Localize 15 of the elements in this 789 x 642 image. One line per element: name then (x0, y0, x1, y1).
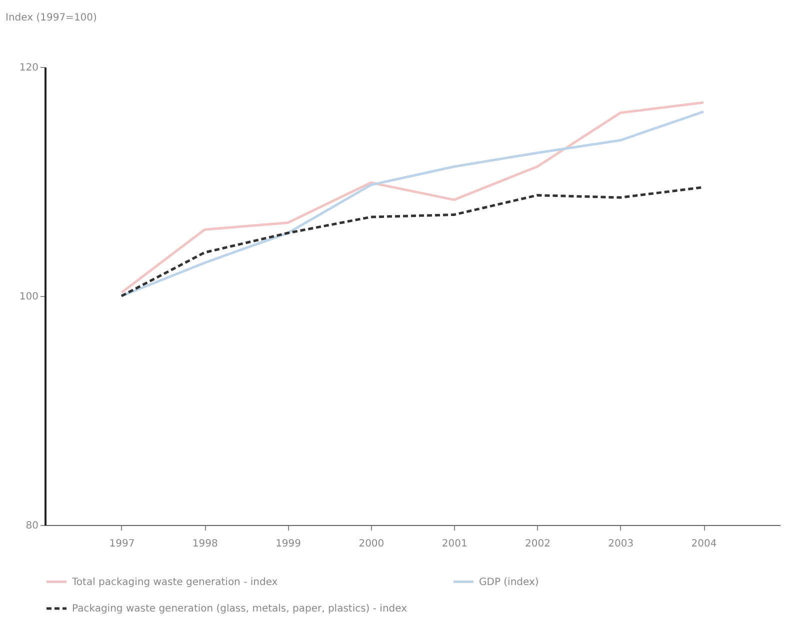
y-tick-label: 100 (19, 292, 38, 302)
x-tick-label: 1997 (109, 538, 135, 550)
x-tick-label: 2003 (608, 538, 634, 550)
x-tick-label: 1999 (276, 538, 302, 550)
y-axis-title: Index (1997=100) (6, 12, 98, 24)
legend-label: Packaging waste generation (glass, metals, paper, plastics) - index (72, 604, 408, 614)
legend-label: GDP (index) (479, 576, 539, 588)
y-tick-label: 120 (19, 62, 38, 74)
x-tick-label: 2002 (524, 538, 550, 550)
x-tick-label: 2000 (358, 538, 384, 550)
x-tick-label: 2004 (691, 538, 717, 550)
y-tick-label: 80 (26, 520, 38, 532)
x-tick-label: 1998 (192, 538, 218, 550)
legend-label: Total packaging waste generation - index (71, 576, 278, 588)
x-tick-label: 2001 (442, 538, 468, 550)
